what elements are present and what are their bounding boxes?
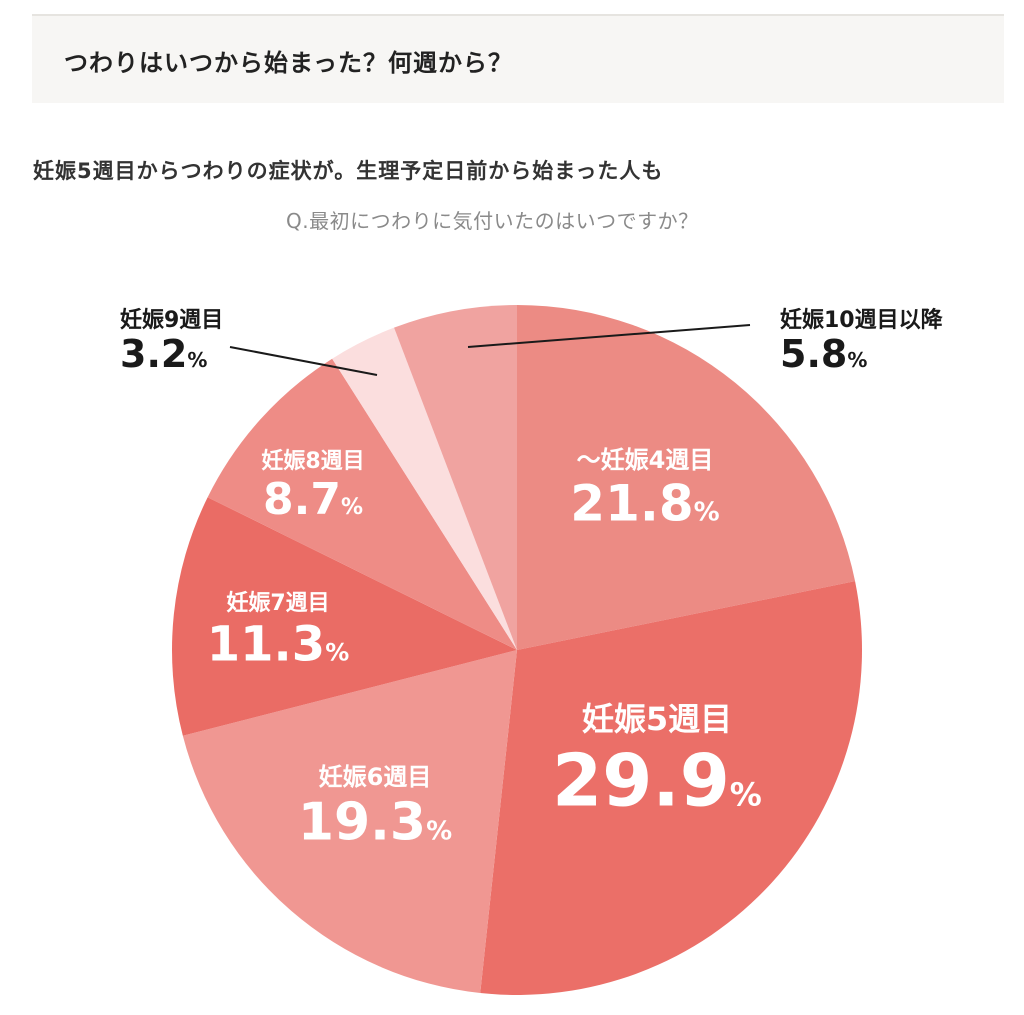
pie-slice [517,305,856,650]
pie-slice [207,358,517,650]
question-text: Q.最初につわりに気付いたのはいつですか？ [286,209,699,233]
slice-value: 21.8% [570,475,719,533]
pie-slice [171,497,517,736]
slice-value: 19.3% [298,793,452,853]
slice-label: 妊娠6週目 [319,763,432,791]
slice-value: 5.8% [780,332,867,376]
pie-slice [394,305,517,650]
slice-value: 29.9% [552,739,762,823]
slice-label: ～妊娠4週目 [577,446,714,474]
slice-label: 妊娠7週目 [226,590,329,616]
leader-line [467,324,751,348]
slice-label: 妊娠8週目 [261,448,364,474]
leader-line [229,346,378,376]
slice-value: 8.7% [263,474,363,525]
pie-slice [182,650,517,994]
heading-box: つわりはいつから始まった？何週から？ [32,14,1004,103]
pie-slice [480,581,862,995]
subheading: 妊娠5週目からつわりの症状が。生理予定日前から始まった人も [33,159,664,183]
pie-slice [332,327,517,650]
slice-value: 3.2% [120,332,207,376]
slice-label: 妊娠5週目 [582,700,732,738]
slice-label: 妊娠9週目 [120,307,223,333]
slice-value: 11.3% [207,616,349,672]
slice-label: 妊娠10週目以降 [780,307,944,333]
page-title: つわりはいつから始まった？何週から？ [64,49,514,77]
